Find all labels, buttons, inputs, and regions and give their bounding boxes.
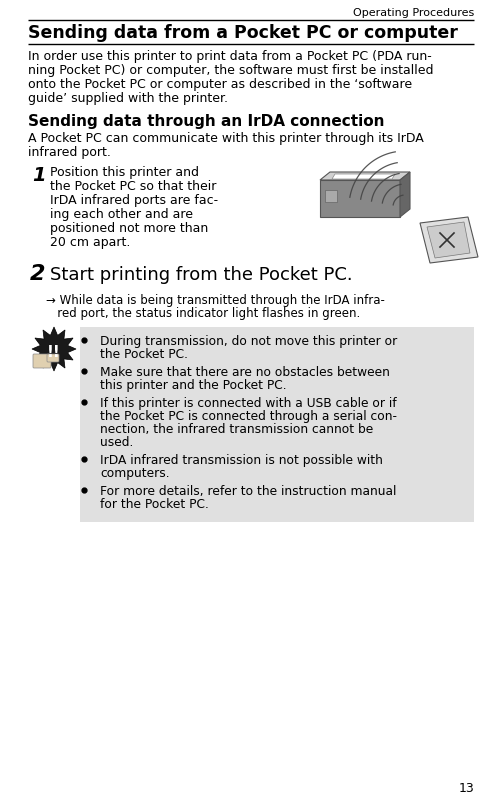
Text: !!: !!: [47, 345, 61, 360]
Polygon shape: [319, 180, 399, 217]
Text: used.: used.: [100, 436, 133, 449]
Text: the Pocket PC is connected through a serial con-: the Pocket PC is connected through a ser…: [100, 410, 396, 423]
Text: Operating Procedures: Operating Procedures: [352, 8, 473, 18]
FancyBboxPatch shape: [80, 327, 473, 522]
Text: infrared port.: infrared port.: [28, 146, 111, 159]
Polygon shape: [419, 217, 477, 263]
Text: 2: 2: [30, 264, 46, 284]
Text: computers.: computers.: [100, 467, 169, 480]
Text: the Pocket PC so that their: the Pocket PC so that their: [50, 180, 216, 193]
Text: IrDA infrared transmission is not possible with: IrDA infrared transmission is not possib…: [100, 454, 382, 467]
Text: positioned not more than: positioned not more than: [50, 222, 208, 235]
Polygon shape: [426, 222, 469, 258]
Polygon shape: [399, 172, 409, 217]
Text: this printer and the Pocket PC.: this printer and the Pocket PC.: [100, 379, 286, 392]
FancyBboxPatch shape: [33, 354, 51, 368]
Text: During transmission, do not move this printer or: During transmission, do not move this pr…: [100, 335, 396, 348]
Text: 1: 1: [32, 166, 46, 185]
Text: A Pocket PC can communicate with this printer through its IrDA: A Pocket PC can communicate with this pr…: [28, 132, 423, 145]
Text: If this printer is connected with a USB cable or if: If this printer is connected with a USB …: [100, 397, 396, 410]
Text: Start printing from the Pocket PC.: Start printing from the Pocket PC.: [50, 266, 352, 284]
Polygon shape: [32, 327, 76, 371]
Text: Sending data from a Pocket PC or computer: Sending data from a Pocket PC or compute…: [28, 24, 457, 42]
Text: Position this printer and: Position this printer and: [50, 166, 198, 179]
FancyBboxPatch shape: [324, 190, 336, 202]
Text: 13: 13: [457, 782, 473, 795]
Text: In order use this printer to print data from a Pocket PC (PDA run-: In order use this printer to print data …: [28, 50, 431, 63]
Text: ning Pocket PC) or computer, the software must first be installed: ning Pocket PC) or computer, the softwar…: [28, 64, 433, 77]
Text: guide’ supplied with the printer.: guide’ supplied with the printer.: [28, 92, 227, 105]
Text: IrDA infrared ports are fac-: IrDA infrared ports are fac-: [50, 194, 218, 207]
Text: For more details, refer to the instruction manual: For more details, refer to the instructi…: [100, 485, 396, 498]
Text: red port, the status indicator light flashes in green.: red port, the status indicator light fla…: [46, 307, 360, 320]
Text: Sending data through an IrDA connection: Sending data through an IrDA connection: [28, 114, 384, 129]
FancyBboxPatch shape: [47, 354, 59, 362]
Text: the Pocket PC.: the Pocket PC.: [100, 348, 188, 361]
Text: for the Pocket PC.: for the Pocket PC.: [100, 498, 208, 511]
Text: → While data is being transmitted through the IrDA infra-: → While data is being transmitted throug…: [46, 294, 384, 307]
Text: Make sure that there are no obstacles between: Make sure that there are no obstacles be…: [100, 366, 389, 379]
Text: ing each other and are: ing each other and are: [50, 208, 192, 221]
Text: onto the Pocket PC or computer as described in the ‘software: onto the Pocket PC or computer as descri…: [28, 78, 411, 91]
Polygon shape: [319, 172, 409, 180]
Polygon shape: [331, 174, 394, 179]
Text: 20 cm apart.: 20 cm apart.: [50, 236, 130, 249]
Text: nection, the infrared transmission cannot be: nection, the infrared transmission canno…: [100, 423, 373, 436]
